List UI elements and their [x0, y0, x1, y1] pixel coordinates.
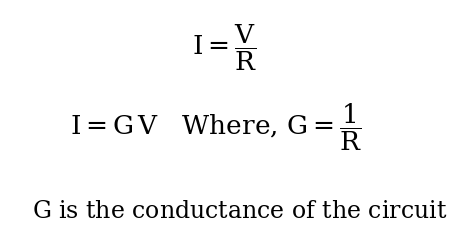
Text: $\mathrm{I} = \mathrm{G}\,\mathrm{V} \quad \mathrm{Where{,}\ G} = \dfrac{1}{\mat: $\mathrm{I} = \mathrm{G}\,\mathrm{V} \qu…: [70, 102, 362, 153]
Text: $\mathrm{I} = \dfrac{\mathrm{V}}{\mathrm{R}}$: $\mathrm{I} = \dfrac{\mathrm{V}}{\mathrm…: [193, 23, 257, 73]
Text: $\mathrm{G\ is\ the\ conductance\ of\ the\ circuit}$: $\mathrm{G\ is\ the\ conductance\ of\ th…: [32, 200, 447, 223]
